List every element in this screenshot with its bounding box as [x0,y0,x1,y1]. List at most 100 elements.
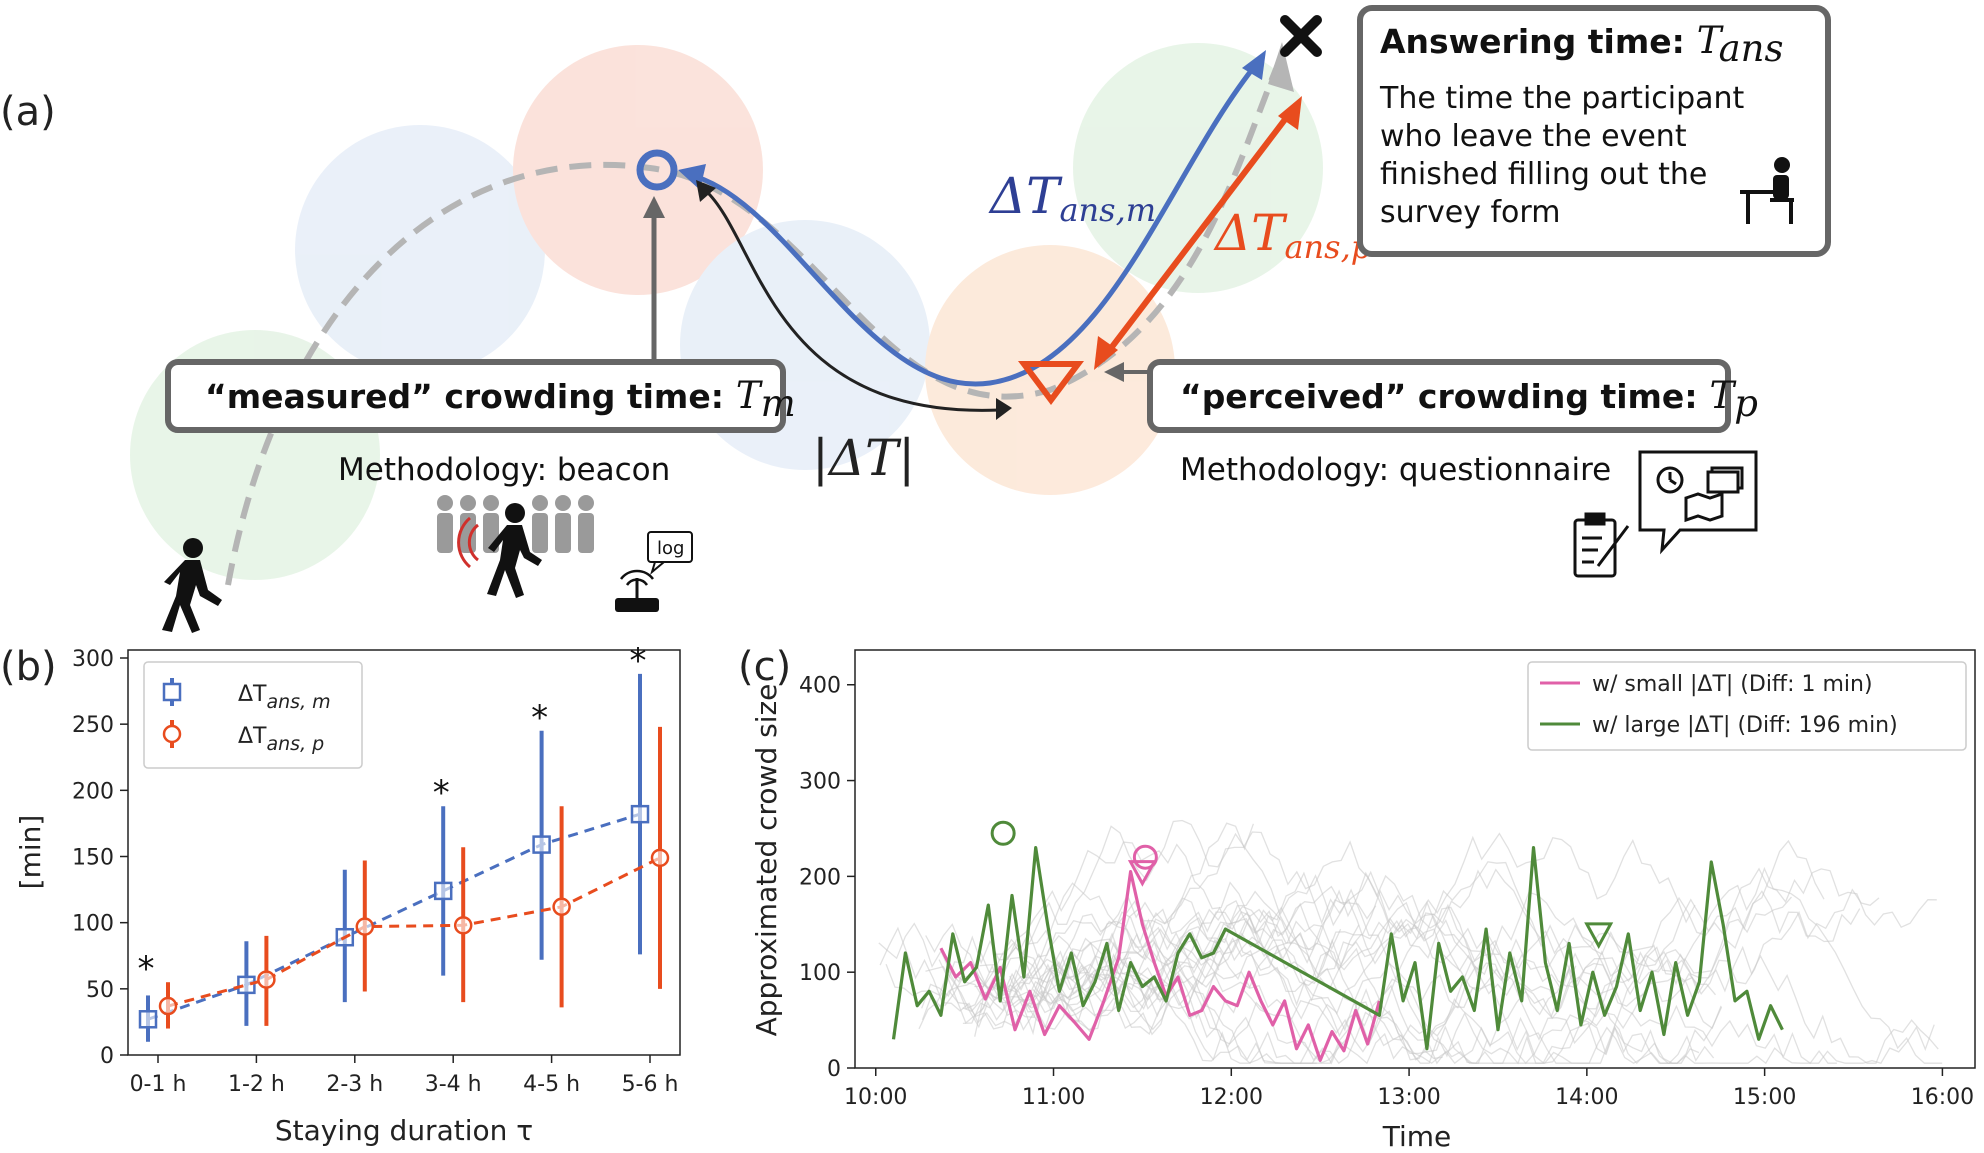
panel-b-point [630,804,650,824]
panel-c-legend-entries: w/ small |ΔT| (Diff: 1 min) w/ large |ΔT|… [1540,672,1898,738]
delta-ans-p-arrowhead-bottom [1094,336,1118,370]
panel-c-y-tick-label: 0 [827,1057,841,1082]
panel-b-y-tick-label: 250 [72,713,114,738]
answer-box-frame [1357,5,1831,257]
panel-b-series-line [147,812,641,1021]
panel-b-legend-label: ΔTans, p [238,724,324,755]
trajectory-arrowhead [1268,42,1294,92]
panel-c-background-trace [1017,896,1792,1014]
perceived-box: “perceived” crowding time: Tp [1147,359,1758,433]
panel-c-background-trace [984,893,1342,1012]
panel-c-x-tick-label: 13:00 [1377,1085,1440,1110]
abs-delta-arrowhead-left [696,180,716,202]
person-at-desk-icon [1740,157,1794,224]
panel-b: (b) 0 50 100 150 200 250 300 0-1 h 1-2 h 2-3 h 3-4… [0,641,681,1147]
panel-c-marker-circle [990,820,1016,846]
perceived-methodology: Methodology: questionnaire [1180,452,1611,488]
perceived-box-text: “perceived” crowding time: Tp [1180,374,1758,425]
panel-b-ticks: 0 50 100 150 200 250 300 0-1 h 1-2 h 2-3 h 3-4 h 4-… [72,647,678,1097]
panel-b-point [237,975,256,995]
panel-c-x-tick-label: 15:00 [1733,1085,1796,1110]
panel-a: (a) [0,5,1831,633]
panel-b-point [552,897,571,917]
answer-box-line-4: survey form [1380,195,1560,230]
answer-box-title: Answering time: Tans [1380,19,1784,70]
perceived-box-frame [1147,359,1731,433]
panel-c-y-tick-label: 200 [799,865,841,890]
panel-b-legend-marker [162,724,182,744]
panel-c-marks [891,820,1784,1062]
panel-b-point [355,917,375,936]
panel-c: (c) 0 100 200 300 400 10:00 11:00 12:00 13:00 14:… [738,644,1976,1153]
panel-b-significance-star: * [433,773,450,813]
answer-box: Answering time: Tans The time the partici… [1357,5,1831,257]
delta-ans-p-arrowhead-top [1278,96,1302,130]
panel-c-marker-triangle [1584,922,1614,949]
panel-b-y-axis-label: [min] [14,815,47,890]
measured-box: “measured” crowding time: Tm [165,359,796,433]
measured-box-text: “measured” crowding time: Tm [205,374,796,425]
trajectory-path [225,53,1285,586]
panel-c-marker-circle [1132,844,1158,870]
delta-ans-m-label: ΔTans,m [988,167,1156,229]
panel-b-y-tick-label: 300 [72,647,114,672]
panel-b-point [138,1010,158,1029]
answer-box-line-3: finished filling out the [1380,157,1707,192]
panel-b-legend-frame [143,661,363,769]
panel-b-legend-label-sub: ans, m [267,691,331,713]
walking-person-icon [162,538,222,633]
abs-delta-label: |ΔT| [812,429,915,487]
panel-c-x-axis-label: Time [1382,1120,1452,1153]
panel-c-x-tick-label: 11:00 [1022,1085,1085,1110]
panel-c-background-trace [995,819,1716,1009]
panel-b-x-tick-label: 2-3 h [326,1072,383,1097]
crowd-circles [130,43,1323,580]
panel-b-series-line [167,856,661,1008]
abs-delta-curve [703,188,1001,412]
questionnaire-icon [1573,450,1758,578]
crowd-circle-blue-left [295,125,545,375]
crowd-circle-orange [925,245,1175,495]
panel-c-background-trace [979,890,1861,1036]
delta-ans-p-label: ΔTans,p [1213,204,1371,266]
measured-marker-circle [636,149,678,191]
panel-b-y-tick-label: 150 [72,846,114,871]
panel-c-legend: w/ small |ΔT| (Diff: 1 min) w/ large |ΔT|… [1527,661,1967,751]
beacon-crowd-icon [437,495,594,598]
panel-c-background-trace [948,885,1377,1030]
panel-c-x-tick-label: 16:00 [1911,1085,1974,1110]
panel-b-y-tick-label: 100 [72,912,114,937]
panel-c-legend-label: w/ large |ΔT| (Diff: 196 min) [1592,713,1898,738]
panel-c-y-tick-label: 400 [799,674,841,699]
panel-c-legend-frame [1527,661,1967,751]
panel-b-axes-frame [127,649,681,1056]
panel-b-y-tick-label: 200 [72,779,114,804]
measured-methodology: Methodology: beacon [338,452,670,488]
answer-box-line-2: who leave the event [1380,119,1687,154]
panel-b-legend-label-main: ΔT [238,724,267,749]
panel-b-x-tick-label: 4-5 h [523,1072,580,1097]
answer-box-line-1: The time the participant [1379,81,1745,116]
delta-ans-p-arrow [1099,103,1299,362]
log-label: log [657,538,684,559]
panel-b-point [453,916,473,935]
panel-c-background-trace [1023,960,1317,1064]
panel-b-point [257,970,276,989]
measured-connector-arrowhead [643,196,665,218]
panel-b-x-tick-label: 3-4 h [425,1072,482,1097]
panel-b-x-tick-label: 5-6 h [622,1072,679,1097]
panel-a-letter: (a) [0,89,56,135]
panel-c-ticks: 0 100 200 300 400 10:00 11:00 12:00 13:00 14:00 15… [799,674,1974,1110]
panel-b-point [532,835,551,854]
panel-c-y-tick-label: 100 [799,961,841,986]
panel-c-background-trace [974,959,1722,1065]
delta-ans-m-arrowhead-right [1242,50,1266,80]
panel-b-letter: (b) [0,644,57,690]
panel-b-point [433,881,453,901]
panel-b-legend-entries: ΔTans, m ΔTans, p [162,678,331,755]
panel-b-y-tick-label: 50 [86,978,114,1003]
panel-b-significance-star: * [630,641,647,681]
panel-b-point [158,996,178,1016]
panel-b-legend-label-main: ΔT [238,682,267,707]
